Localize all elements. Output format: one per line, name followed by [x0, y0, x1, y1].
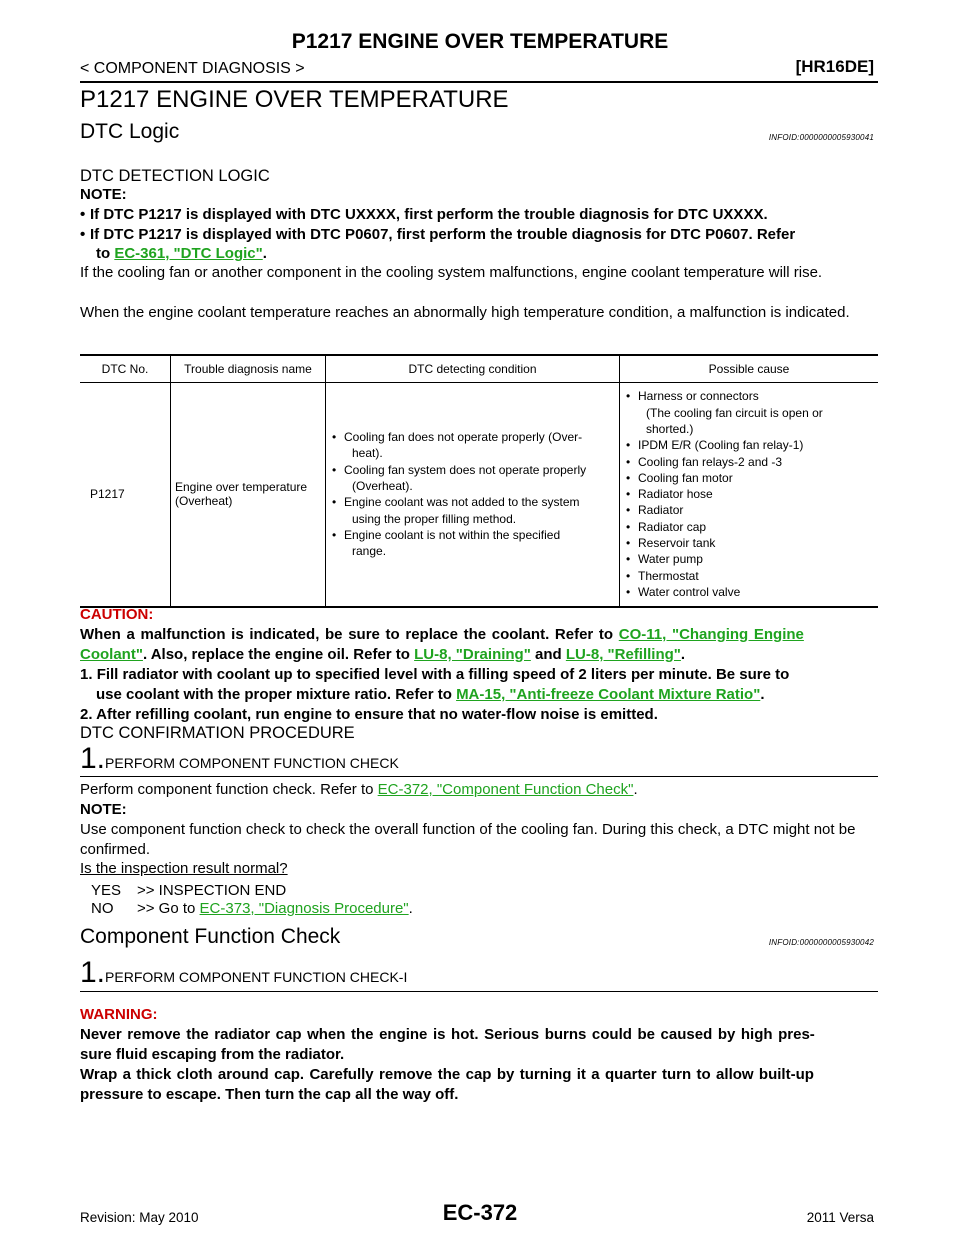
detecting-condition-cell: Cooling fan does not operate properly (O… — [325, 382, 620, 608]
yes-answer: YES >> INSPECTION END — [91, 882, 287, 899]
list-item: Radiator — [624, 502, 874, 519]
inspection-question: Is the inspection result normal? — [80, 860, 288, 877]
list-item-line: heat). — [352, 446, 383, 461]
list-item-line: Water control valve — [638, 584, 741, 599]
section-title: P1217 ENGINE OVER TEMPERATURE — [80, 86, 509, 113]
footer-model-year: 2011 Versa — [806, 1210, 874, 1225]
list-item: Harness or connectors(The cooling fan ci… — [624, 388, 874, 437]
warning-line-3: Wrap a thick cloth around cap. Carefully… — [80, 1066, 814, 1083]
list-item-line: Cooling fan motor — [638, 470, 733, 485]
engine-model: [HR16DE] — [795, 57, 874, 76]
list-item-line: Cooling fan system does not operate prop… — [344, 462, 587, 477]
list-item-line: Radiator hose — [638, 487, 713, 502]
list-item: Engine coolant was not added to the syst… — [330, 494, 615, 527]
dtc-logic-heading: DTC Logic — [80, 120, 180, 143]
caution-step-2: 2. After refilling coolant, run engine t… — [80, 706, 658, 723]
component-function-check-heading: Component Function Check — [80, 925, 341, 948]
ma-15-link[interactable]: MA-15, "Anti-freeze Coolant Mixture Rati… — [456, 686, 761, 703]
list-item-line: using the proper filling method. — [352, 511, 517, 526]
warning-line-2: sure fluid escaping from the radiator. — [80, 1046, 345, 1063]
caution-step-1-cont: use coolant with the proper mixture rati… — [96, 686, 765, 703]
list-item-line: Radiator cap — [638, 519, 707, 534]
note-label: NOTE: — [80, 186, 127, 203]
note-item-2-cont: to EC-361, "DTC Logic". — [96, 245, 267, 262]
list-item: Cooling fan motor — [624, 470, 874, 487]
list-item-line: IPDM E/R (Cooling fan relay-1) — [638, 438, 804, 453]
list-item: Reservoir tank — [624, 535, 874, 552]
step-rule — [80, 776, 878, 777]
breadcrumb: < COMPONENT DIAGNOSIS > — [80, 60, 305, 77]
info-id: INFOID:0000000005930041 — [768, 133, 874, 142]
confirmation-step-1: 1.PERFORM COMPONENT FUNCTION CHECK — [80, 742, 399, 775]
function-check-step-1: 1.PERFORM COMPONENT FUNCTION CHECK-I — [80, 956, 408, 989]
list-item: IPDM E/R (Cooling fan relay-1) — [624, 437, 874, 454]
lu-8-draining-link[interactable]: LU-8, "Draining" — [414, 646, 531, 663]
list-item: Radiator hose — [624, 486, 874, 503]
list-item: Engine coolant is not within the specifi… — [330, 527, 615, 560]
list-item-line: Cooling fan does not operate properly (O… — [344, 430, 583, 445]
perform-check-text: Perform component function check. Refer … — [80, 781, 638, 798]
confirmation-note: Use component function check to check th… — [80, 821, 856, 858]
list-item-line: shorted.) — [646, 421, 694, 436]
ec-361-link[interactable]: EC-361, "DTC Logic" — [114, 245, 263, 262]
no-answer: NO >> Go to EC-373, "Diagnosis Procedure"… — [91, 900, 413, 917]
lu-8-refilling-link[interactable]: LU-8, "Refilling" — [565, 646, 681, 663]
info-id: INFOID:0000000005930042 — [768, 938, 874, 947]
list-item-line: Cooling fan relays-2 and -3 — [638, 454, 783, 469]
confirmation-note-label: NOTE: — [80, 801, 127, 818]
warning-line-4: pressure to escape. Then turn the cap al… — [80, 1086, 459, 1103]
bullet: • — [80, 226, 86, 243]
ec-372-link[interactable]: EC-372, "Component Function Check" — [377, 781, 634, 798]
caution-step-1: 1. Fill radiator with coolant up to spec… — [80, 666, 790, 683]
list-item-line: (The cooling fan circuit is open or — [646, 405, 823, 420]
step-rule — [80, 991, 878, 992]
page-header-title: P1217 ENGINE OVER TEMPERATURE — [291, 30, 669, 53]
footer-revision: Revision: May 2010 — [80, 1210, 199, 1225]
co-11-link[interactable]: CO-11, "Changing Engine — [618, 626, 804, 643]
list-item: Water control valve — [624, 584, 874, 601]
col-trouble-name: Trouble diagnosis name — [170, 354, 326, 383]
dtc-confirmation-heading: DTC CONFIRMATION PROCEDURE — [80, 724, 355, 742]
list-item: Cooling fan does not operate properly (O… — [330, 429, 615, 462]
list-item: Cooling fan system does not operate prop… — [330, 462, 615, 495]
caution-line-1: When a malfunction is indicated, be sure… — [80, 626, 804, 643]
header-rule — [80, 81, 878, 83]
dtc-detection-logic-heading: DTC DETECTION LOGIC — [80, 167, 270, 185]
col-dtc-no: DTC No. — [80, 354, 171, 383]
co-11-link-cont[interactable]: Coolant" — [80, 646, 143, 663]
ec-373-link[interactable]: EC-373, "Diagnosis Procedure" — [199, 900, 409, 917]
list-item-line: Engine coolant was not added to the syst… — [344, 495, 580, 510]
possible-cause-cell: Harness or connectors(The cooling fan ci… — [619, 382, 878, 608]
col-possible-cause: Possible cause — [619, 354, 878, 383]
list-item-line: Thermostat — [638, 568, 699, 583]
dtc-table: DTC No. Trouble diagnosis name DTC detec… — [80, 354, 878, 608]
list-item-line: range. — [352, 544, 387, 559]
list-item-line: Reservoir tank — [638, 535, 716, 550]
page-number: EC-372 — [442, 1200, 518, 1225]
col-detecting-condition: DTC detecting condition — [325, 354, 620, 383]
table-row: P1217 Engine over temperature (Overheat)… — [80, 382, 878, 608]
paragraph-2: When the engine coolant temperature reac… — [80, 304, 850, 321]
list-item-line: Water pump — [638, 552, 703, 567]
list-item: Radiator cap — [624, 519, 874, 536]
dtc-no-cell: P1217 — [80, 382, 171, 608]
caution-line-2: Coolant". Also, replace the engine oil. … — [80, 646, 686, 663]
trouble-name-cell: Engine over temperature (Overheat) — [170, 382, 326, 608]
list-item-line: Radiator — [638, 503, 684, 518]
warning-label: WARNING: — [80, 1006, 158, 1023]
warning-line-1: Never remove the radiator cap when the e… — [80, 1026, 815, 1043]
list-item-line: (Overheat). — [352, 478, 413, 493]
bullet: • — [80, 206, 86, 223]
paragraph-1: If the cooling fan or another component … — [80, 264, 823, 281]
list-item: Cooling fan relays-2 and -3 — [624, 454, 874, 471]
list-item: Water pump — [624, 551, 874, 568]
list-item-line: Engine coolant is not within the specifi… — [344, 527, 561, 542]
caution-label: CAUTION: — [80, 606, 154, 623]
list-item: Thermostat — [624, 568, 874, 585]
list-item-line: Harness or connectors — [638, 389, 759, 404]
